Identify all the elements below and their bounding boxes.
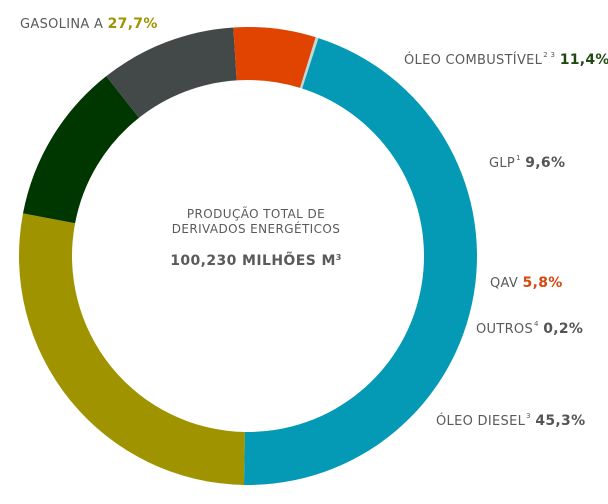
label-gasolina-name: GASOLINA A bbox=[20, 17, 104, 32]
label-oleo-combustivel-name: ÓLEO COMBUSTÍVEL bbox=[404, 53, 543, 68]
label-gasolina-value: 27,7% bbox=[107, 16, 158, 32]
slice-glp bbox=[106, 27, 237, 118]
center-total-text: 100,230 MILHÕES M bbox=[170, 253, 336, 269]
label-outros: OUTROS4 0,2% bbox=[476, 320, 584, 337]
label-glp-sup: 1 bbox=[516, 154, 521, 162]
label-glp-value: 9,6% bbox=[525, 155, 566, 171]
label-outros-sup: 4 bbox=[534, 320, 539, 328]
label-oleo-combustivel-sup: 2 3 bbox=[543, 51, 556, 59]
center-line-2: DERIVADOS ENERGÉTICOS bbox=[171, 222, 341, 236]
center-label: PRODUÇÃO TOTAL DE DERIVADOS ENERGÉTICOS … bbox=[136, 207, 376, 269]
slice-oleo-diesel bbox=[244, 38, 477, 485]
label-glp-name: GLP bbox=[489, 156, 516, 171]
label-qav-name: QAV bbox=[490, 276, 519, 291]
label-oleo-combustivel-value: 11,4% bbox=[559, 52, 608, 68]
center-line-1: PRODUÇÃO TOTAL DE bbox=[186, 207, 326, 221]
label-oleo-diesel: ÓLEO DIESEL3 45,3% bbox=[436, 412, 586, 429]
slice-qav bbox=[233, 27, 316, 88]
center-total: 100,230 MILHÕES M3 bbox=[136, 253, 376, 269]
slice-oleo-combustivel bbox=[22, 76, 140, 224]
label-oleo-diesel-value: 45,3% bbox=[535, 413, 586, 429]
label-oleo-diesel-sup: 3 bbox=[526, 412, 531, 420]
label-gasolina: GASOLINA A 27,7% bbox=[20, 16, 158, 32]
label-outros-value: 0,2% bbox=[543, 321, 584, 337]
label-outros-name: OUTROS bbox=[476, 322, 534, 337]
center-total-sup: 3 bbox=[335, 253, 342, 262]
label-qav: QAV 5,8% bbox=[490, 275, 563, 291]
label-qav-value: 5,8% bbox=[522, 275, 563, 291]
slice-outros bbox=[300, 37, 319, 89]
label-oleo-diesel-name: ÓLEO DIESEL bbox=[436, 414, 526, 429]
label-oleo-combustivel: ÓLEO COMBUSTÍVEL2 3 11,4% bbox=[404, 51, 608, 68]
slice-gasolina-a bbox=[18, 213, 245, 485]
label-glp: GLP1 9,6% bbox=[489, 154, 566, 171]
